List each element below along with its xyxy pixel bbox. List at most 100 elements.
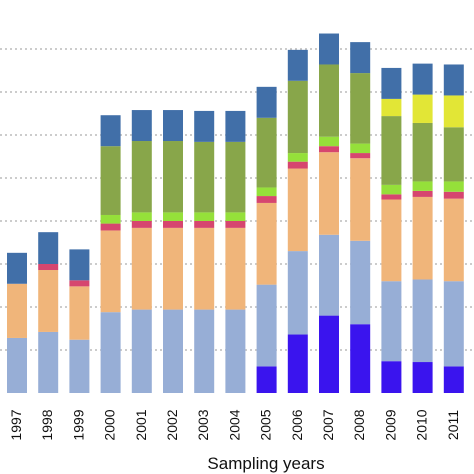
x-tick-label-2003: 2003 (195, 409, 211, 440)
bar-segment-2011-7 (443, 64, 464, 96)
bar-segment-2011-6 (443, 95, 464, 128)
bar-segment-2002-7 (163, 110, 183, 142)
bar-segment-2005-3 (256, 196, 277, 203)
x-tick-label-2001: 2001 (133, 409, 149, 440)
bar-segment-2005-1 (256, 284, 277, 367)
bar-segment-1999-3 (69, 280, 90, 287)
bar-segment-2003-2 (194, 227, 215, 310)
bar-segment-1999-7 (69, 249, 90, 281)
x-tick-label-2010: 2010 (414, 409, 430, 440)
bar-segment-2009-5 (381, 116, 402, 185)
bar-segment-2004-3 (225, 221, 246, 228)
bar-segment-1998-1 (38, 331, 59, 393)
bar-segment-2000-4 (100, 214, 121, 224)
bar-segment-2006-3 (287, 161, 308, 169)
bar-segment-2004-1 (225, 309, 246, 393)
x-tick-labels: 1997 1998 1999 2000 2001 2002 2003 2004 2005 2006… (8, 409, 461, 440)
bar-segment-2005-7 (256, 86, 277, 118)
bar-segment-2006-1 (287, 251, 308, 335)
bar-segment-2009-0 (381, 361, 402, 393)
bar-segment-2010-6 (412, 94, 433, 123)
bar-segment-2009-4 (381, 184, 402, 195)
bar-segment-2008-2 (350, 158, 371, 241)
bar-segment-2008-7 (350, 42, 371, 74)
bar-segment-1998-7 (38, 232, 59, 264)
x-tick-label-1998: 1998 (39, 409, 55, 440)
x-tick-label-2004: 2004 (226, 409, 242, 440)
bar-segment-2008-0 (350, 324, 371, 393)
bar-segment-2010-7 (412, 63, 433, 95)
bar-segment-2011-3 (443, 191, 464, 199)
bar-segment-2000-2 (100, 230, 121, 313)
x-tick-label-2006: 2006 (289, 409, 305, 440)
bar-segment-2004-7 (225, 110, 246, 142)
bar-segment-2011-5 (443, 127, 464, 182)
bar-segment-2001-2 (131, 227, 152, 310)
bar-segment-2011-4 (443, 181, 464, 192)
bar-segment-2002-3 (163, 221, 183, 228)
bar-segment-2001-3 (131, 221, 152, 228)
bar-segment-2004-4 (225, 212, 246, 221)
bar-segment-2000-1 (100, 312, 121, 393)
bar-segment-1999-1 (69, 339, 90, 393)
bar-segment-2008-5 (350, 73, 371, 144)
bar-segment-2002-2 (163, 227, 183, 310)
bar-segment-2007-4 (319, 136, 339, 147)
bar-segment-2001-4 (131, 212, 152, 221)
bar-segment-2006-0 (287, 334, 308, 393)
bar-segment-2011-1 (443, 281, 464, 367)
bar-segment-2009-1 (381, 281, 402, 362)
bar-segment-2008-4 (350, 143, 371, 154)
bar-segment-2002-4 (163, 212, 183, 221)
x-tick-label-2007: 2007 (320, 409, 336, 440)
bar-segment-2000-5 (100, 146, 121, 215)
x-tick-label-2002: 2002 (164, 409, 180, 440)
bar-segment-2006-7 (287, 49, 308, 81)
bar-segment-2009-3 (381, 194, 402, 200)
bar-segment-2007-7 (319, 33, 339, 65)
bar-segment-2001-5 (131, 141, 152, 213)
bar-segment-2007-2 (319, 152, 339, 235)
x-tick-label-2009: 2009 (382, 409, 398, 440)
bar-segment-1997-2 (7, 283, 27, 338)
x-tick-label-1999: 1999 (70, 409, 86, 440)
bar-segment-2001-7 (131, 110, 152, 142)
bar-segment-2011-2 (443, 198, 464, 282)
bar-segment-1998-3 (38, 264, 59, 271)
x-tick-label-2008: 2008 (351, 409, 367, 440)
bar-segment-2009-6 (381, 98, 402, 117)
bar-segment-2004-5 (225, 141, 246, 213)
bar-segment-2001-1 (131, 309, 152, 393)
bar-segment-2010-1 (412, 279, 433, 363)
bar-stacks (7, 33, 464, 393)
bar-segment-2006-4 (287, 153, 308, 162)
bar-segment-2003-4 (194, 212, 215, 221)
bar-segment-2003-7 (194, 110, 215, 142)
bar-segment-2003-5 (194, 141, 215, 213)
bar-segment-2005-2 (256, 202, 277, 285)
bar-segment-2008-1 (350, 240, 371, 325)
x-tick-label-2011: 2011 (445, 410, 461, 440)
bar-segment-2007-0 (319, 315, 339, 393)
bar-segment-2002-1 (163, 309, 183, 393)
bar-segment-1997-1 (7, 337, 27, 393)
bar-segment-2007-3 (319, 146, 339, 153)
bar-segment-2000-3 (100, 223, 121, 231)
bar-segment-2008-3 (350, 153, 371, 159)
bar-segment-2010-0 (412, 362, 433, 393)
bar-segment-2005-0 (256, 366, 277, 393)
bar-segment-1999-2 (69, 286, 90, 340)
bar-segment-2010-5 (412, 122, 433, 182)
bar-segment-2010-2 (412, 196, 433, 280)
bar-segment-2011-0 (443, 366, 464, 393)
x-tick-label-2000: 2000 (102, 409, 118, 440)
bar-segment-2005-4 (256, 187, 277, 197)
bar-segment-2009-7 (381, 67, 402, 99)
bar-segment-2007-5 (319, 64, 339, 137)
bar-segment-2003-1 (194, 309, 215, 393)
bar-segment-2005-5 (256, 117, 277, 188)
bar-segment-2009-2 (381, 199, 402, 282)
bar-segment-2002-5 (163, 141, 183, 213)
bar-segment-2006-2 (287, 168, 308, 252)
